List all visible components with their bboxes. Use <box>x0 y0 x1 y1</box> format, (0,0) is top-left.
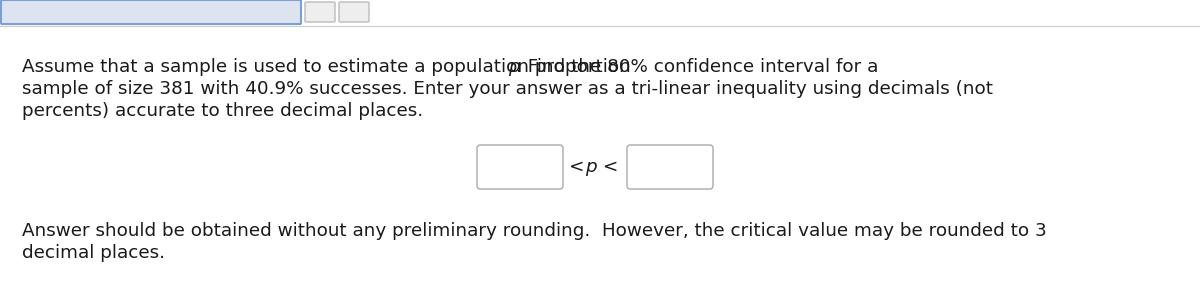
Text: p: p <box>584 158 596 176</box>
FancyBboxPatch shape <box>305 2 335 22</box>
Text: Answer should be obtained without any preliminary rounding.  However, the critic: Answer should be obtained without any pr… <box>22 222 1046 240</box>
Text: . Find the 80% confidence interval for a: . Find the 80% confidence interval for a <box>516 58 878 76</box>
Text: <: < <box>569 158 590 176</box>
Text: percents) accurate to three decimal places.: percents) accurate to three decimal plac… <box>22 102 424 120</box>
FancyBboxPatch shape <box>340 2 370 22</box>
FancyBboxPatch shape <box>478 145 563 189</box>
Text: decimal places.: decimal places. <box>22 244 166 262</box>
FancyBboxPatch shape <box>1 0 301 24</box>
FancyBboxPatch shape <box>628 145 713 189</box>
Text: Assume that a sample is used to estimate a population proportion: Assume that a sample is used to estimate… <box>22 58 637 76</box>
Text: p: p <box>509 58 520 76</box>
Text: <: < <box>598 158 619 176</box>
Text: sample of size 381 with 40.9% successes. Enter your answer as a tri-linear inequ: sample of size 381 with 40.9% successes.… <box>22 80 994 98</box>
